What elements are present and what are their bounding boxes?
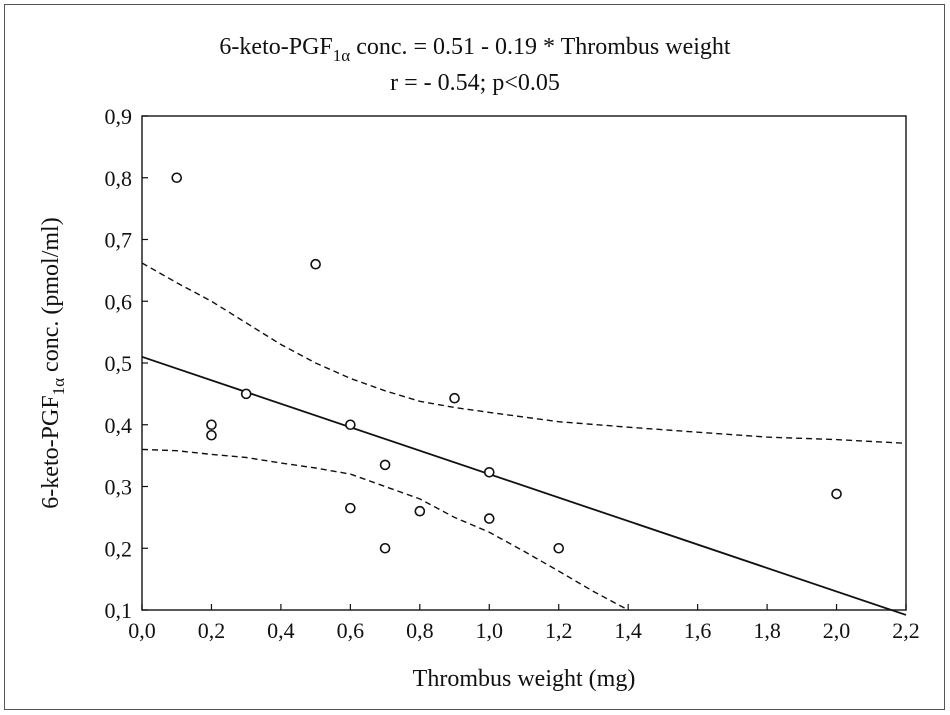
axis-tick-labels: 0,0 0,2 0,4 0,6 0,8 1,0 1,2 1,4 1,6 1,8 2,0 2,2 0,1 0… (105, 104, 920, 643)
data-point (310, 258, 321, 270)
y-tick-label: 0,6 (105, 289, 133, 314)
confidence-band-lower (141, 448, 629, 611)
data-point (483, 513, 495, 524)
data-point (240, 388, 252, 400)
data-point (483, 466, 495, 478)
x-tick-label: 1,2 (545, 618, 573, 643)
x-tick-label: 2,0 (823, 618, 851, 643)
data-point (206, 419, 217, 431)
x-tick-label: 0,6 (337, 618, 365, 643)
plot-area (141, 115, 907, 611)
data-point (379, 459, 391, 471)
chart-title-line1: 6-keto-PGF1α conc. = 0.51 - 0.19 * Throm… (219, 34, 730, 65)
x-tick-label: 0,2 (198, 618, 226, 643)
y-tick-label: 0,7 (105, 228, 133, 253)
chart-series (141, 172, 907, 616)
x-tick-label: 0,8 (406, 618, 434, 643)
data-point (379, 542, 391, 554)
x-tick-label: 0,0 (128, 618, 156, 643)
y-tick-label: 0,2 (105, 536, 133, 561)
data-point (414, 505, 426, 517)
x-axis-label: Thrombus weight (mg) (413, 666, 636, 692)
x-tick-label: 2,2 (892, 618, 920, 643)
regression-line (141, 355, 907, 616)
x-tick-label: 0,4 (267, 618, 295, 643)
y-tick-label: 0,8 (105, 166, 133, 191)
x-tick-label: 1,6 (684, 618, 712, 643)
data-point (553, 542, 565, 554)
y-axis-label: 6-keto-PGF1α conc. (pmol/ml) (38, 217, 68, 508)
data-point (206, 429, 217, 441)
axis-ticks (141, 115, 907, 611)
data-point (449, 392, 460, 404)
confidence-band-upper (141, 262, 907, 444)
y-tick-label: 0,3 (105, 475, 133, 500)
data-point (831, 488, 842, 500)
chart-title-line2: r = - 0.54; p<0.05 (390, 70, 560, 96)
y-tick-label: 0,4 (105, 413, 133, 438)
y-tick-label: 0,5 (105, 351, 133, 376)
x-tick-label: 1,0 (476, 618, 504, 643)
data-point (345, 419, 356, 431)
x-tick-label: 1,4 (614, 618, 642, 643)
data-point (171, 172, 183, 184)
data-point (345, 502, 356, 514)
y-tick-label: 0,1 (105, 598, 133, 623)
x-tick-label: 1,8 (753, 618, 781, 643)
y-tick-label: 0,9 (105, 104, 133, 129)
chart-frame (4, 4, 945, 710)
